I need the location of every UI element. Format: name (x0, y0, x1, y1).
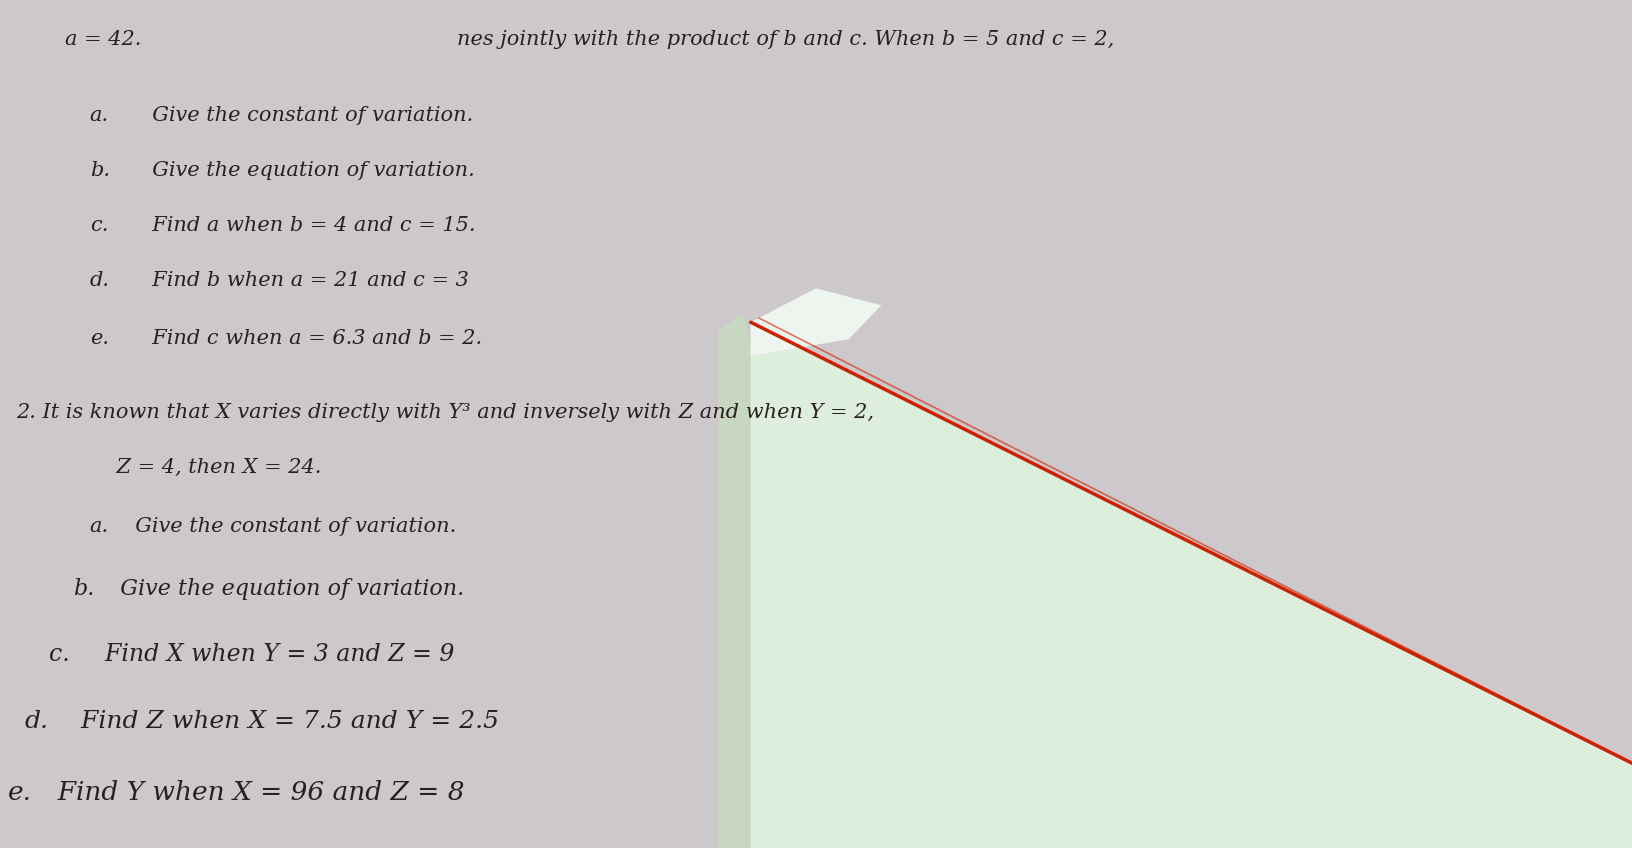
Text: Find X when Y = 3 and Z = 9: Find X when Y = 3 and Z = 9 (90, 643, 454, 666)
Text: Find a when b = 4 and c = 15.: Find a when b = 4 and c = 15. (139, 216, 475, 235)
Text: Give the equation of variation.: Give the equation of variation. (106, 578, 465, 600)
Text: 2. It is known that X varies directly with Y³ and inversely with Z and when Y = : 2. It is known that X varies directly wi… (16, 403, 875, 421)
Text: Z = 4, then X = 24.: Z = 4, then X = 24. (90, 458, 322, 477)
Text: d.: d. (90, 271, 109, 290)
Text: e.: e. (90, 329, 109, 348)
Text: b.: b. (73, 578, 95, 600)
Polygon shape (718, 314, 1632, 848)
Text: nes jointly with the product of b and c. When b = 5 and c = 2,: nes jointly with the product of b and c.… (457, 30, 1115, 48)
Text: d.: d. (24, 710, 49, 733)
Text: a.: a. (90, 517, 109, 536)
Text: a = 42.: a = 42. (65, 30, 142, 48)
Text: c.: c. (90, 216, 108, 235)
Text: Give the constant of variation.: Give the constant of variation. (139, 106, 473, 125)
Text: Find Y when X = 96 and Z = 8: Find Y when X = 96 and Z = 8 (41, 780, 463, 805)
Polygon shape (751, 288, 881, 356)
Polygon shape (751, 322, 1632, 848)
Text: b.: b. (90, 161, 109, 180)
Text: Find b when a = 21 and c = 3: Find b when a = 21 and c = 3 (139, 271, 468, 290)
Text: Give the equation of variation.: Give the equation of variation. (139, 161, 475, 180)
Text: Find Z when X = 7.5 and Y = 2.5: Find Z when X = 7.5 and Y = 2.5 (65, 710, 499, 733)
Text: Give the constant of variation.: Give the constant of variation. (122, 517, 457, 536)
Text: c.: c. (49, 643, 70, 666)
Text: Find c when a = 6.3 and b = 2.: Find c when a = 6.3 and b = 2. (139, 329, 481, 348)
Text: a.: a. (90, 106, 109, 125)
Text: e.: e. (8, 780, 33, 805)
